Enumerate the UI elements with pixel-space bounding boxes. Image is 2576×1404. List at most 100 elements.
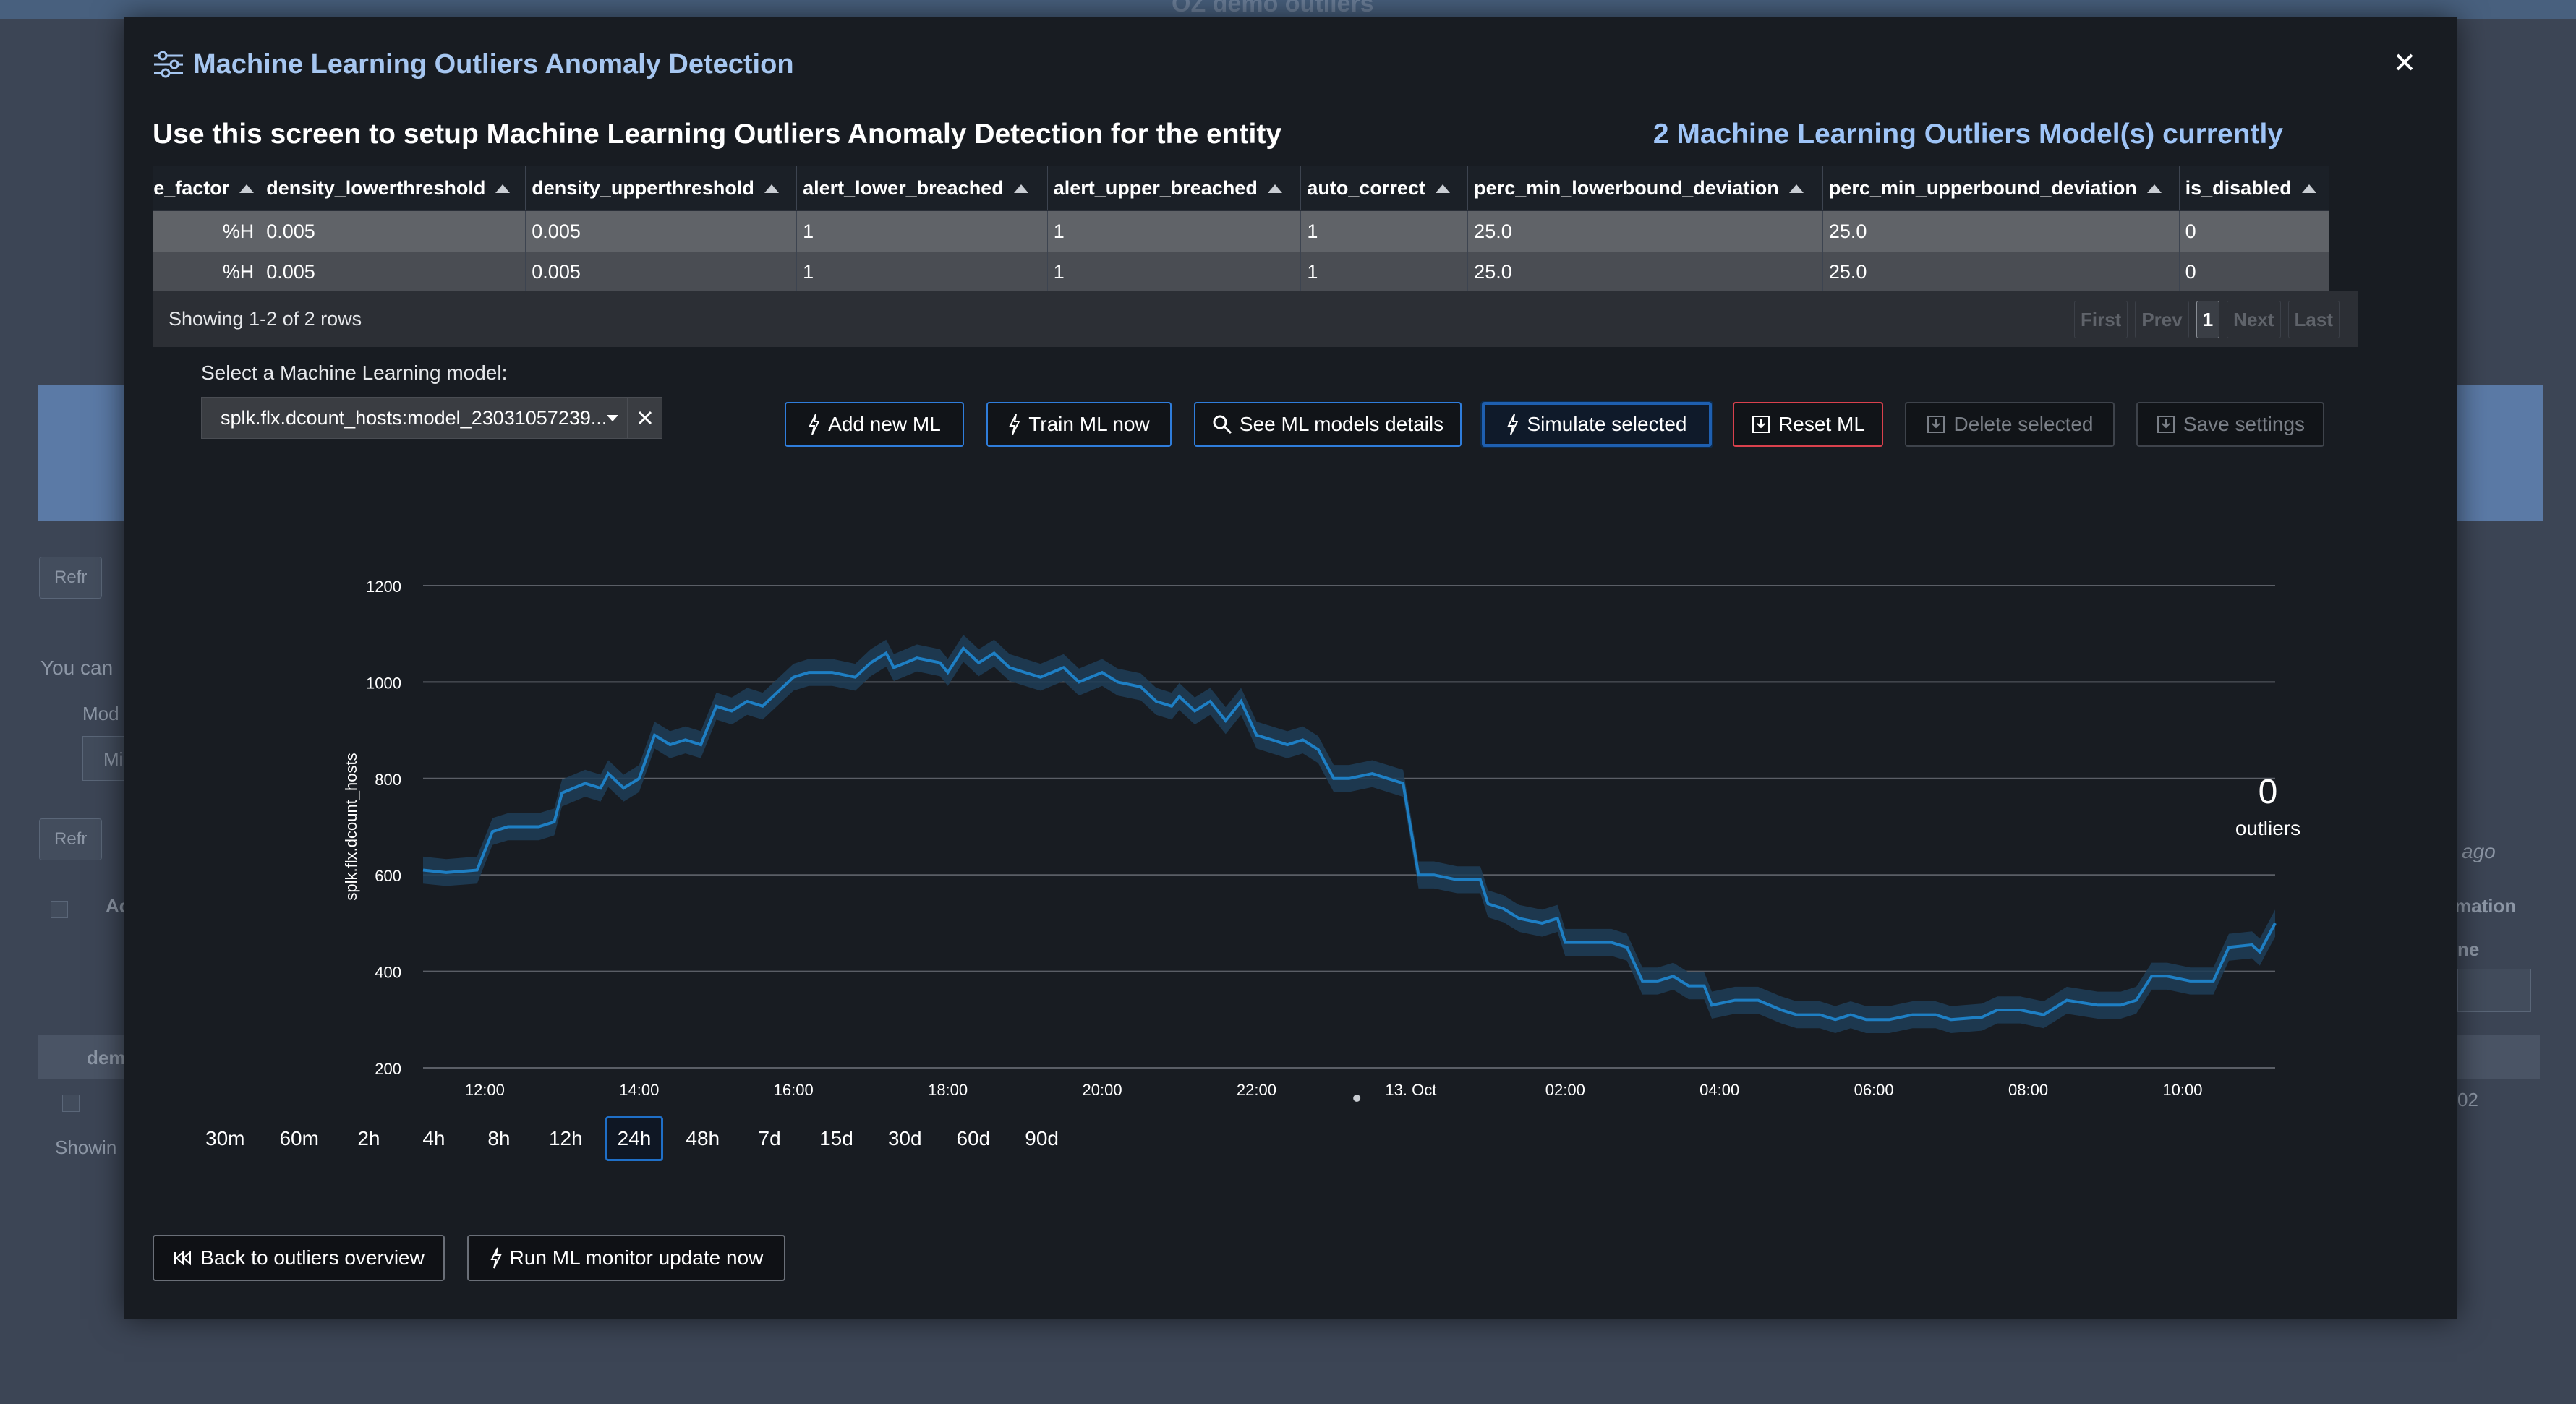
outliers-chart[interactable]: 200 400 600 800 1000 1200 12:00 14:00 16:00 18:00… [196, 552, 2308, 1116]
run-ml-monitor-button[interactable]: Run ML monitor update now [467, 1235, 785, 1281]
column-header-perc_min_upperbound_deviation[interactable]: perc_min_upperbound_deviation [1822, 166, 2180, 211]
column-header-alert_lower_breached[interactable]: alert_lower_breached [796, 166, 1048, 211]
time-range-8h[interactable]: 8h [487, 1127, 511, 1150]
table-row[interactable]: %H 0.005 0.005 1 1 1 25.0 25.0 0 [153, 210, 2330, 252]
column-header-label: is_disabled [2185, 176, 2292, 199]
column-header-label: perc_min_upperbound_deviation [1828, 176, 2137, 199]
table-cell: 25.0 [1467, 252, 1823, 291]
time-range-2h[interactable]: 2h [357, 1127, 380, 1150]
column-header-density_upperthreshold[interactable]: density_upperthreshold [525, 166, 798, 211]
close-button[interactable] [2389, 46, 2421, 78]
add-new-ml-label: Add new ML [828, 413, 941, 435]
column-header-label: alert_upper_breached [1053, 176, 1258, 199]
sort-ascending-icon [1788, 184, 1804, 194]
download-icon [2157, 416, 2175, 433]
modal-title: Machine Learning Outliers Anomaly Detect… [153, 45, 794, 84]
x-tick-label: 12:00 [465, 1081, 505, 1099]
outliers-count-label: outliers [2235, 817, 2301, 839]
table-row[interactable]: %H 0.005 0.005 1 1 1 25.0 25.0 0 [153, 252, 2330, 291]
time-range-24h[interactable]: 24h [605, 1116, 664, 1161]
lightning-icon [490, 1247, 502, 1269]
intro-text: Use this screen to setup Machine Learnin… [153, 119, 1282, 150]
table-cell: 25.0 [1822, 210, 2180, 252]
time-range-60d[interactable]: 60d [956, 1127, 991, 1150]
time-range-4h[interactable]: 4h [422, 1127, 445, 1150]
background-showing-text: Showin [55, 1137, 117, 1158]
column-header-label: density_upperthreshold [532, 176, 754, 199]
page-1-button[interactable]: 1 [2196, 301, 2220, 338]
model-select-label: Select a Machine Learning model: [201, 361, 508, 384]
time-range-15d[interactable]: 15d [819, 1127, 853, 1150]
column-header-ne_factor[interactable]: ne_factor [153, 166, 261, 211]
background-input [2457, 969, 2531, 1012]
time-range-30d[interactable]: 30d [887, 1127, 922, 1150]
table-cell: 1 [796, 252, 1048, 291]
x-tick-label: 22:00 [1237, 1081, 1276, 1099]
row-count-text: Showing 1-2 of 2 rows [169, 308, 362, 330]
first-page-button[interactable]: First [2073, 301, 2128, 338]
outliers-count: 0 [2258, 773, 2278, 811]
y-axis-label: splk.flx.dcount_hosts [342, 753, 360, 900]
column-header-density_lowerthreshold[interactable]: density_lowerthreshold [260, 166, 526, 211]
close-icon [638, 411, 652, 425]
column-header-label: auto_correct [1307, 176, 1425, 199]
search-icon [1213, 415, 1232, 435]
sliders-icon [154, 51, 183, 78]
x-tick-label: 06:00 [1854, 1081, 1894, 1099]
table-cell: 0.005 [260, 252, 526, 291]
clear-selection-button[interactable] [628, 397, 662, 439]
y-tick-label: 800 [375, 771, 401, 789]
background-header-bar: OZ demo outliers [0, 0, 2576, 19]
time-range-30m[interactable]: 30m [205, 1127, 245, 1150]
column-header-label: ne_factor [153, 176, 230, 199]
table-cell: 0.005 [525, 252, 798, 291]
see-ml-details-button[interactable]: See ML models details [1194, 402, 1462, 447]
column-header-alert_upper_breached[interactable]: alert_upper_breached [1047, 166, 1302, 211]
add-new-ml-button[interactable]: Add new ML [785, 402, 964, 447]
background-02-text: 02 [2457, 1089, 2478, 1110]
time-range-selector: 30m 60m 2h 4h 8h 12h 24h 48h 7d 15d 30d 60d 90d [193, 1116, 1081, 1161]
y-tick-label: 1000 [366, 674, 401, 692]
model-select-value: splk.flx.dcount_hosts:model_23031057239.… [221, 406, 607, 429]
series-line [422, 646, 2277, 1022]
time-range-7d[interactable]: 7d [758, 1127, 781, 1150]
y-tick-label: 400 [375, 964, 401, 982]
ml-outliers-modal: Machine Learning Outliers Anomaly Detect… [124, 17, 2457, 1319]
train-ml-button[interactable]: Train ML now [986, 402, 1172, 447]
table-cell: %H [153, 252, 261, 291]
model-select[interactable]: splk.flx.dcount_hosts:model_23031057239.… [201, 397, 662, 439]
last-page-button[interactable]: Last [2287, 301, 2340, 338]
y-tick-label: 200 [375, 1060, 401, 1078]
background-ne-header: ne [2457, 938, 2480, 960]
column-header-auto_correct[interactable]: auto_correct [1300, 166, 1469, 211]
reset-ml-button[interactable]: Reset ML [1733, 402, 1883, 447]
table-cell: 25.0 [1467, 210, 1823, 252]
background-refresh-button-2: Refr [39, 818, 103, 860]
table-cell: 1 [796, 210, 1048, 252]
time-range-60m[interactable]: 60m [279, 1127, 319, 1150]
column-header-is_disabled[interactable]: is_disabled [2179, 166, 2330, 211]
rewind-icon [174, 1250, 192, 1266]
time-range-12h[interactable]: 12h [548, 1127, 583, 1150]
sort-ascending-icon [239, 184, 255, 194]
sort-ascending-icon [1267, 184, 1282, 194]
delete-selected-button[interactable]: Delete selected [1905, 402, 2115, 447]
time-range-90d[interactable]: 90d [1025, 1127, 1059, 1150]
save-settings-label: Save settings [2183, 413, 2306, 435]
simulate-selected-button[interactable]: Simulate selected [1482, 402, 1712, 447]
prev-page-button[interactable]: Prev [2135, 301, 2189, 338]
column-header-perc_min_lowerbound_deviation[interactable]: perc_min_lowerbound_deviation [1467, 166, 1823, 211]
time-range-48h[interactable]: 48h [686, 1127, 720, 1150]
timeline-marker [1353, 1095, 1361, 1102]
sort-ascending-icon [1435, 184, 1450, 194]
model-select-dropdown[interactable]: splk.flx.dcount_hosts:model_23031057239.… [201, 397, 628, 439]
download-icon [1927, 416, 1945, 433]
modal-title-text: Machine Learning Outliers Anomaly Detect… [193, 48, 794, 80]
model-count: 2 Machine Learning Outliers Model(s) cur… [1652, 119, 2283, 150]
x-tick-label: 16:00 [774, 1081, 814, 1099]
background-checkbox [51, 901, 68, 918]
train-ml-label: Train ML now [1028, 413, 1150, 435]
next-page-button[interactable]: Next [2227, 301, 2281, 338]
save-settings-button[interactable]: Save settings [2136, 402, 2324, 447]
back-to-overview-button[interactable]: Back to outliers overview [153, 1235, 445, 1281]
